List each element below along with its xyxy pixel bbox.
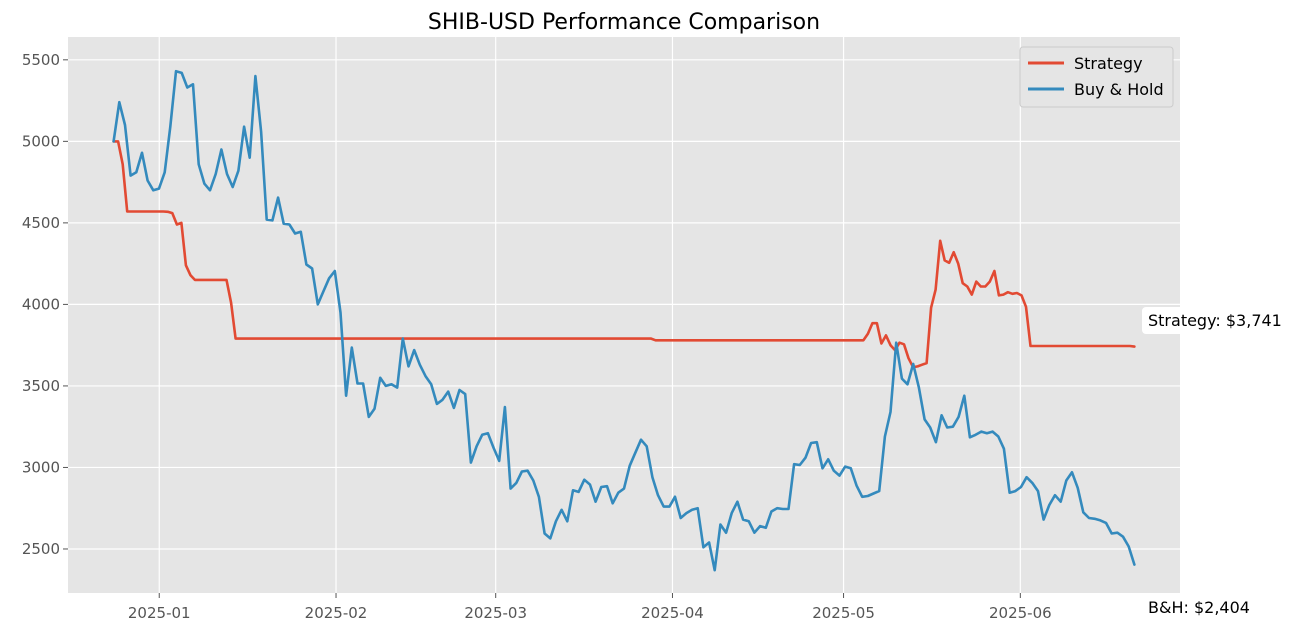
y-tick-label: 4500: [22, 214, 60, 232]
y-tick-label: 4000: [22, 295, 60, 313]
y-tick-label: 3000: [22, 458, 60, 476]
grid-lines: [68, 37, 1180, 593]
x-tick-label: 2025-01: [128, 604, 191, 622]
annotation-strategy-text: Strategy: $3,741: [1148, 311, 1282, 330]
chart-title: SHIB-USD Performance Comparison: [428, 10, 820, 35]
axis-ticks: 2500 3000 3500 4000 4500 5000 5500 2025-01 2025-…: [22, 51, 1052, 622]
legend: Strategy Buy & Hold: [1019, 46, 1174, 108]
y-tick-label: 2500: [22, 540, 60, 558]
annotation-strategy: Strategy: $3,741: [1142, 307, 1292, 334]
y-tick-label: 5000: [22, 132, 60, 150]
series-lines: [112, 69, 1136, 572]
series-line-strategy: [112, 140, 1136, 369]
series-line-buy-hold: [112, 69, 1136, 572]
y-tick-label: 5500: [22, 51, 60, 69]
annotation-buy-hold: B&H: $2,404: [1142, 594, 1258, 621]
legend-label-buy-hold: Buy & Hold: [1074, 80, 1164, 99]
x-tick-label: 2025-04: [641, 604, 704, 622]
legend-label-strategy: Strategy: [1074, 54, 1143, 73]
annotation-buy-hold-box: [1142, 594, 1258, 621]
annotation-buy-hold-text: B&H: $2,404: [1148, 598, 1250, 617]
x-tick-label: 2025-02: [305, 604, 368, 622]
x-tick-label: 2025-05: [812, 604, 875, 622]
annotation-strategy-box: [1142, 307, 1292, 334]
plot-area: [68, 37, 1180, 593]
x-tick-label: 2025-03: [464, 604, 527, 622]
x-tick-label: 2025-06: [989, 604, 1052, 622]
y-tick-label: 3500: [22, 377, 60, 395]
